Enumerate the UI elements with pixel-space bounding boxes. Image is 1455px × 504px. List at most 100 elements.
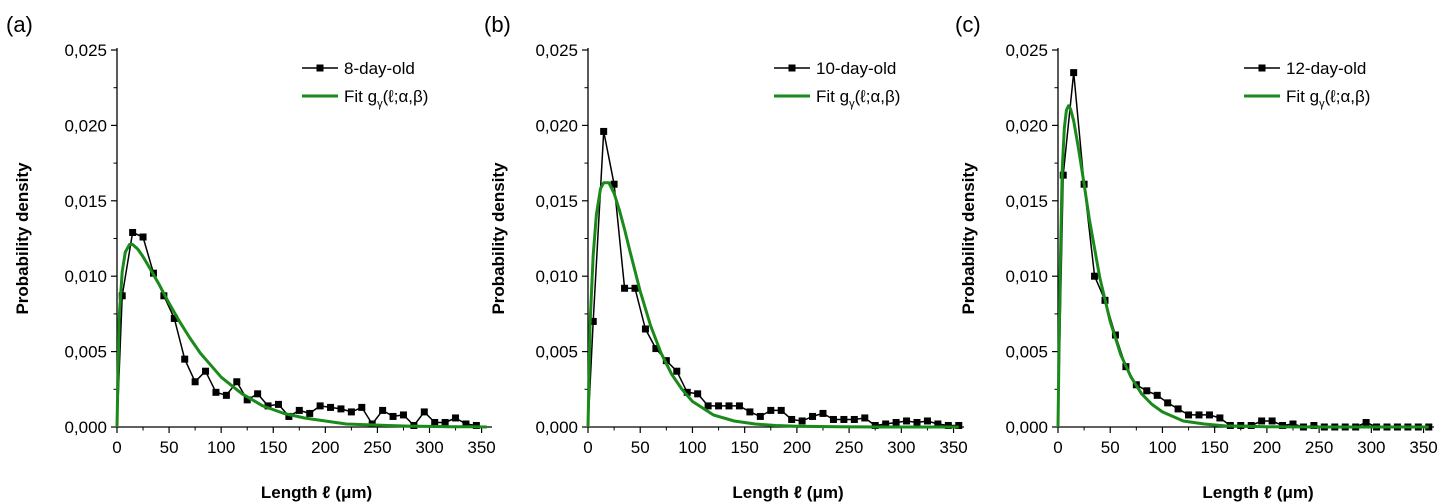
y-tick-label: 0,025 (1005, 41, 1048, 60)
panel-label: (a) (6, 12, 33, 37)
data-point (1258, 417, 1266, 425)
y-tick-label: 0,005 (535, 343, 578, 362)
x-tick-label: 50 (1101, 438, 1120, 457)
data-point (641, 325, 649, 333)
data-point (923, 417, 931, 425)
data-point (850, 415, 858, 423)
data-point (222, 391, 230, 399)
data-point (809, 412, 817, 420)
legend-label: Fit gγ(ℓ;α,β) (344, 87, 428, 110)
data-point (462, 420, 470, 428)
data-point (756, 412, 764, 420)
panel-label: (c) (955, 12, 981, 37)
data-point (337, 405, 345, 413)
x-axis-title: Length ℓ (μm) (1202, 483, 1313, 502)
data-point (274, 400, 282, 408)
data-point (316, 402, 324, 410)
data-point (170, 314, 178, 322)
data-point (840, 415, 848, 423)
data-point (725, 402, 733, 410)
data-point (420, 408, 428, 416)
legend-label: 12-day-old (1286, 59, 1366, 78)
data-point (1185, 411, 1193, 419)
data-point (600, 127, 608, 135)
data-line (116, 231, 477, 428)
data-point (139, 233, 147, 241)
y-tick-label: 0,005 (64, 343, 107, 362)
x-axis-title: Length ℓ (μm) (732, 483, 843, 502)
y-tick-label: 0,010 (64, 267, 107, 286)
y-tick-label: 0,005 (1005, 343, 1048, 362)
data-point (735, 402, 743, 410)
data-point (431, 418, 439, 426)
y-tick-label: 0,015 (1005, 192, 1048, 211)
data-point (1091, 272, 1099, 280)
y-tick-label: 0,010 (535, 267, 578, 286)
x-tick-label: 200 (783, 438, 811, 457)
data-point (631, 284, 639, 292)
x-tick-label: 350 (467, 438, 495, 457)
data-point (452, 414, 460, 422)
data-point (903, 417, 911, 425)
data-point (264, 402, 272, 410)
panel-label: (b) (484, 12, 511, 37)
x-tick-label: 50 (160, 438, 179, 457)
data-point (254, 390, 262, 398)
fit-curve (115, 243, 487, 429)
x-tick-label: 150 (1200, 438, 1228, 457)
x-tick-label: 250 (1305, 438, 1333, 457)
data-point (589, 317, 597, 325)
x-axis-title: Length ℓ (μm) (261, 483, 372, 502)
x-tick-label: 100 (207, 438, 235, 457)
data-point (285, 412, 293, 420)
data-point (1195, 411, 1203, 419)
y-axis-title: Probability density (959, 162, 978, 315)
data-point (934, 420, 942, 428)
data-point (1289, 420, 1297, 428)
y-tick-label: 0,020 (64, 116, 107, 135)
x-tick-label: 100 (678, 438, 706, 457)
data-point (327, 403, 335, 411)
data-point (212, 388, 220, 396)
data-point (704, 402, 712, 410)
data-point (1174, 405, 1182, 413)
data-point (358, 403, 366, 411)
x-tick-label: 200 (311, 438, 339, 457)
data-point (1268, 417, 1276, 425)
x-tick-label: 150 (259, 438, 287, 457)
legend-label: 10-day-old (816, 59, 896, 78)
data-point (191, 378, 199, 386)
y-tick-label: 0,010 (1005, 267, 1048, 286)
data-point (202, 367, 210, 375)
y-axis-title: Probability density (13, 162, 32, 315)
data-point (715, 402, 723, 410)
x-tick-label: 250 (363, 438, 391, 457)
data-line (587, 130, 959, 428)
data-point (295, 406, 303, 414)
y-tick-label: 0,000 (64, 418, 107, 437)
data-point (819, 409, 827, 417)
legend-data-marker (788, 64, 796, 72)
data-line (1057, 71, 1429, 428)
x-tick-label: 200 (1253, 438, 1281, 457)
y-tick-label: 0,015 (64, 192, 107, 211)
data-point (1362, 418, 1370, 426)
data-point (1153, 391, 1161, 399)
legend-label: 8-day-old (344, 59, 415, 78)
legend-label: Fit gγ(ℓ;α,β) (816, 87, 900, 110)
chart-panel-c: (c) 0 50 100 150 200 250 300 350 0,000 0,005 0,010 0… (955, 12, 1438, 502)
data-point (610, 180, 618, 188)
x-tick-label: 350 (939, 438, 967, 457)
x-tick-label: 300 (415, 438, 443, 457)
data-point (118, 292, 126, 300)
fit-curve (1056, 104, 1429, 429)
data-point (347, 408, 355, 416)
data-point (955, 421, 963, 429)
data-point (746, 408, 754, 416)
data-point (399, 411, 407, 419)
data-point (306, 409, 314, 417)
x-tick-label: 0 (583, 438, 592, 457)
x-tick-label: 300 (1357, 438, 1385, 457)
data-point (777, 406, 785, 414)
